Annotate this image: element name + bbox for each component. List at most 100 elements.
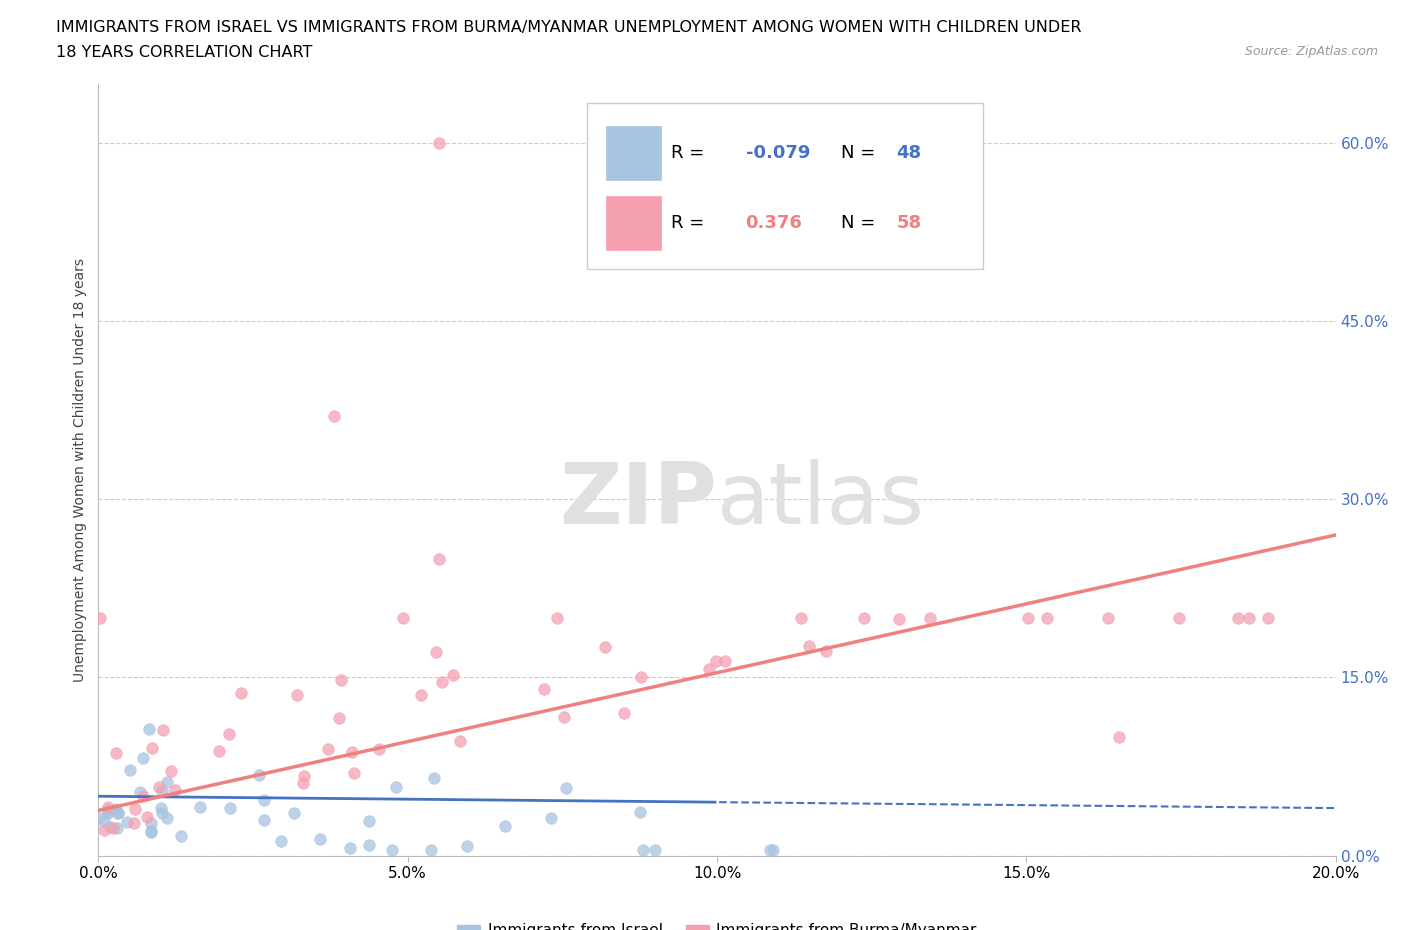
Point [329,672,352,687]
Point [188,800,211,815]
Text: atlas: atlas [717,459,925,542]
Point [169,829,191,844]
Point [633,843,655,857]
Point [97,800,120,815]
Point [392,611,415,626]
Point [107,806,129,821]
Point [554,780,576,795]
Point [339,841,361,856]
Point [229,685,252,700]
Text: 0.376: 0.376 [745,214,803,232]
Y-axis label: Unemployment Among Women with Children Under 18 years: Unemployment Among Women with Children U… [73,258,87,682]
Point [285,687,308,702]
Point [283,805,305,820]
Point [292,768,315,783]
Point [97,803,120,817]
Point [218,726,240,741]
Point [1168,611,1191,626]
Point [124,802,146,817]
Point [165,782,187,797]
Point [97,803,120,817]
Point [141,740,163,755]
Point [343,765,366,780]
Point [368,742,391,757]
Point [129,785,152,800]
Point [139,825,162,840]
Point [593,640,616,655]
Point [427,551,450,566]
Legend: Immigrants from Israel, Immigrants from Burma/Myanmar: Immigrants from Israel, Immigrants from … [451,917,983,930]
Point [138,722,160,737]
FancyBboxPatch shape [606,126,661,180]
Text: Source: ZipAtlas.com: Source: ZipAtlas.com [1244,45,1378,58]
Point [704,653,727,668]
Point [308,832,330,847]
Point [101,820,124,835]
Text: 18 YEARS CORRELATION CHART: 18 YEARS CORRELATION CHART [56,45,312,60]
Point [411,687,433,702]
Point [155,775,177,790]
Point [1108,729,1130,744]
Text: N =: N = [841,144,875,162]
Point [384,779,406,794]
Point [381,843,404,857]
Point [107,805,129,820]
Point [152,723,174,737]
Point [789,611,811,626]
Point [714,653,737,668]
Point [122,816,145,830]
Point [322,409,344,424]
Point [139,816,162,830]
Point [1097,611,1119,626]
Point [759,843,782,857]
Text: 58: 58 [897,214,921,232]
Point [93,814,115,829]
Text: ZIP: ZIP [560,459,717,542]
Point [630,670,652,684]
Point [797,639,820,654]
Point [441,668,464,683]
Point [644,843,666,857]
Point [359,813,381,828]
Point [852,611,875,626]
Point [318,741,340,756]
Point [814,644,837,658]
Text: R =: R = [671,214,704,232]
Point [762,843,785,857]
Point [98,820,121,835]
Point [141,823,163,838]
Point [613,706,636,721]
Point [1226,611,1249,626]
Point [150,784,173,799]
Point [218,801,240,816]
Point [135,810,157,825]
Point [132,751,155,765]
Point [494,818,516,833]
Point [425,644,447,659]
Point [93,822,115,837]
Point [118,763,141,777]
Point [156,811,179,826]
FancyBboxPatch shape [606,195,661,249]
Point [920,611,942,626]
Text: R =: R = [671,144,704,162]
Point [207,744,229,759]
Point [247,768,270,783]
Point [292,776,315,790]
Point [553,710,575,724]
Text: IMMIGRANTS FROM ISRAEL VS IMMIGRANTS FROM BURMA/MYANMAR UNEMPLOYMENT AMONG WOMEN: IMMIGRANTS FROM ISRAEL VS IMMIGRANTS FRO… [56,20,1081,35]
Point [270,833,292,848]
Point [150,805,173,820]
Point [328,711,350,725]
Point [115,815,138,830]
Point [87,810,110,825]
Point [628,804,651,819]
Point [105,820,128,835]
Point [427,136,450,151]
Point [1237,611,1260,626]
Text: 48: 48 [897,144,921,162]
Point [456,839,478,854]
FancyBboxPatch shape [588,103,983,269]
Text: -0.079: -0.079 [745,144,810,162]
Text: N =: N = [841,214,875,232]
